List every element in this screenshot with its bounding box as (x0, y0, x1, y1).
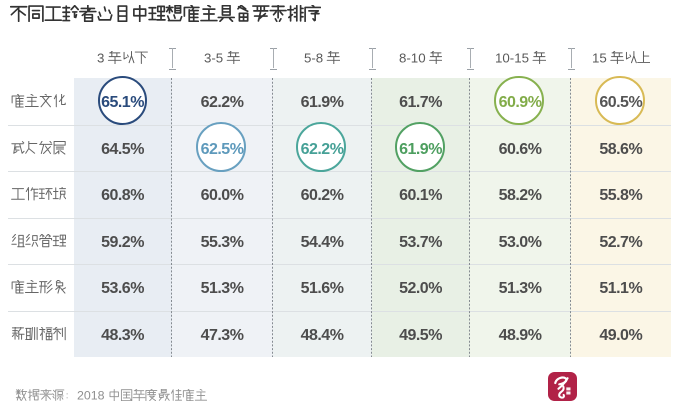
svg-text:8-10: 8-10 (399, 51, 426, 64)
svg-text:3: 3 (97, 51, 104, 64)
svg-text:3-5: 3-5 (204, 51, 223, 64)
svg-text:5-8: 5-8 (304, 51, 323, 64)
svg-text:2018: 2018 (77, 389, 105, 401)
svg-text:15: 15 (592, 51, 607, 64)
svg-text:10-15: 10-15 (495, 51, 529, 64)
